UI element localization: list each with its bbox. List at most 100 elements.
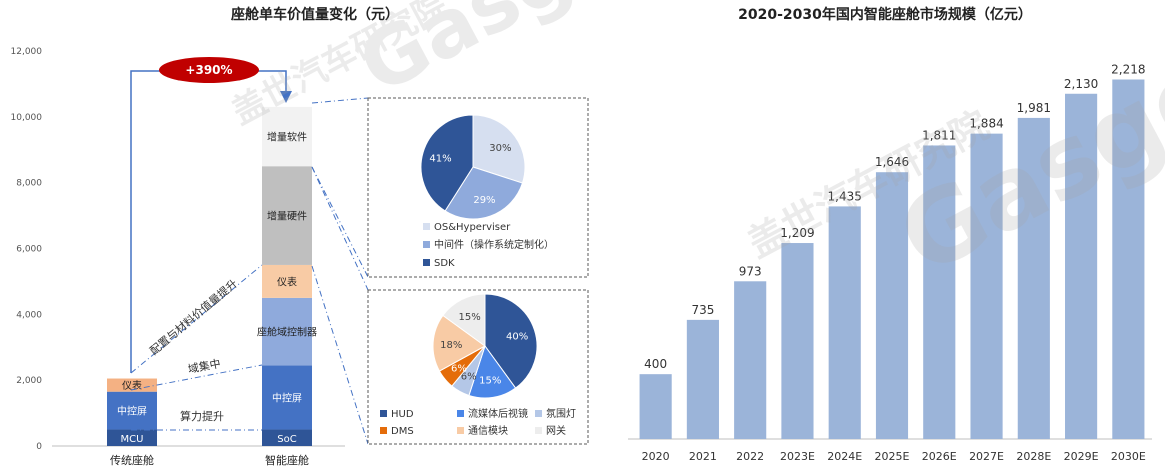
- right-bar: [875, 172, 909, 440]
- left-y-axis: 0 2,000 4,000 6,000 8,000 10,000 12,000: [11, 47, 43, 452]
- connector-material: [130, 264, 263, 374]
- right-x-label: 2025E: [875, 450, 910, 463]
- connector-domain: [130, 364, 263, 391]
- legend-label: HUD: [391, 409, 414, 420]
- growth-label: +390%: [185, 63, 232, 77]
- right-x-label: 2020: [642, 450, 670, 463]
- stack-segment-label: MCU: [121, 434, 144, 445]
- legend-label: 流媒体后视镜: [468, 407, 528, 420]
- right-bar: [686, 319, 719, 439]
- right-bar: [970, 133, 1003, 439]
- left-y-tick: 8,000: [16, 179, 42, 189]
- right-bar: [1065, 93, 1098, 439]
- right-x-label: 2029E: [1064, 450, 1099, 463]
- right-bars: 400 2020 735 2021 973 2022 1,209 2023E 1,435 2024…: [639, 62, 1146, 463]
- stack-segment: [262, 297, 312, 366]
- hardware-pie: 40%15%6%6%18%15%: [432, 293, 538, 399]
- right-bar: [828, 206, 861, 439]
- stack-segment: [262, 106, 312, 167]
- right-bar-value-label: 2,218: [1111, 62, 1145, 76]
- legend-label: SDK: [434, 258, 455, 269]
- pie-slice-label: 29%: [473, 195, 495, 206]
- right-bar: [781, 243, 814, 439]
- legend-label: 氛围灯: [546, 407, 576, 420]
- left-y-tick: 0: [36, 442, 42, 452]
- right-bar: [734, 281, 767, 439]
- stack-segment: [107, 391, 157, 430]
- pie-slice: [468, 344, 517, 399]
- legend-swatch: [535, 410, 542, 417]
- annotation-material: 配置与材料价值量提升: [147, 276, 240, 357]
- right-bar-value-label: 400: [644, 357, 667, 371]
- right-bar: [1112, 79, 1145, 439]
- right-bar-value-label: 1,646: [875, 155, 909, 169]
- legend-swatch: [457, 410, 464, 417]
- left-y-tick: 4,000: [16, 310, 42, 320]
- stack-segment: [262, 264, 312, 298]
- stack-segment-label: 座舱域控制器: [257, 326, 317, 339]
- legend-swatch: [380, 427, 387, 434]
- pie-slice-label: 15%: [459, 312, 481, 323]
- right-bar-value-label: 1,811: [922, 128, 956, 142]
- stack-segment-label: 增量硬件: [267, 210, 307, 223]
- pie-slice-label: 30%: [489, 143, 511, 154]
- pie-slice: [484, 293, 538, 389]
- legend-swatch: [535, 427, 542, 434]
- stack-segment-label: 中控屏: [272, 391, 302, 404]
- right-bar-value-label: 1,884: [969, 117, 1003, 131]
- pie-slice-label: 15%: [479, 375, 501, 386]
- legend-label: DMS: [391, 426, 414, 437]
- annotation-compute: 算力提升: [180, 409, 224, 423]
- stack-segment: [107, 429, 157, 446]
- left-y-tick: 10,000: [11, 113, 43, 123]
- right-chart-title: 2020-2030年国内智能座舱市场规模（亿元）: [738, 6, 1032, 23]
- pie-slice-label: 6%: [461, 372, 477, 383]
- right-bar: [639, 374, 672, 439]
- right-x-label: 2027E: [969, 450, 1004, 463]
- pie-slice: [420, 114, 474, 212]
- right-x-label: 2030E: [1111, 450, 1146, 463]
- stack-segment: [262, 365, 312, 430]
- left-y-tick: 12,000: [11, 47, 43, 57]
- right-bar-value-label: 1,209: [780, 226, 814, 240]
- stack-segment-label: 中控屏: [117, 405, 147, 418]
- legend-label: 通信模块: [468, 425, 508, 437]
- legend-swatch: [457, 427, 464, 434]
- connector-software-top: [311, 97, 369, 104]
- right-bar-value-label: 1,435: [828, 189, 862, 203]
- pie-slice-label: 6%: [451, 364, 467, 375]
- stack-segment-label: 仪表: [277, 275, 297, 288]
- pie-slice-label: 40%: [506, 332, 528, 343]
- hardware-pie-legend: HUD 流媒体后视镜 氛围灯 DMS 通信模块 网关: [380, 407, 576, 437]
- left-x-label: 传统座舱: [110, 453, 154, 467]
- right-x-label: 2021: [689, 450, 717, 463]
- left-y-tick: 6,000: [16, 245, 42, 255]
- legend-label: 中间件（操作系统定制化）: [434, 238, 554, 251]
- stack-segment: [107, 378, 157, 392]
- left-x-label: 智能座舱: [265, 453, 309, 467]
- stack-segment-label: 仪表: [122, 379, 142, 392]
- left-y-tick: 2,000: [16, 376, 42, 386]
- stack-segment: [262, 166, 312, 265]
- legend-label: 网关: [546, 424, 566, 437]
- legend-label: OS&Hyperviser: [434, 222, 511, 233]
- annotation-domain: 域集中: [187, 356, 222, 376]
- right-bar-value-label: 973: [739, 264, 762, 278]
- pie-slice-label: 41%: [429, 154, 451, 165]
- software-pie-legend: OS&Hyperviser 中间件（操作系统定制化） SDK: [423, 222, 554, 269]
- right-bar-value-label: 2,130: [1064, 77, 1098, 91]
- software-pie: 30% 29% 41%: [420, 114, 526, 220]
- right-bar: [923, 145, 956, 439]
- right-bar-value-label: 735: [691, 303, 714, 317]
- stack-segment-label: 增量软件: [267, 131, 307, 144]
- connector-hardware-top: [311, 166, 369, 291]
- legend-swatch: [423, 259, 430, 266]
- left-chart-title: 座舱单车价值量变化（元）: [231, 6, 399, 23]
- right-x-label: 2024E: [827, 450, 862, 463]
- legend-swatch: [380, 410, 387, 417]
- stack-segment-label: SoC: [277, 434, 296, 445]
- stack-segment: [262, 429, 312, 446]
- connector-hardware-bottom: [311, 265, 369, 445]
